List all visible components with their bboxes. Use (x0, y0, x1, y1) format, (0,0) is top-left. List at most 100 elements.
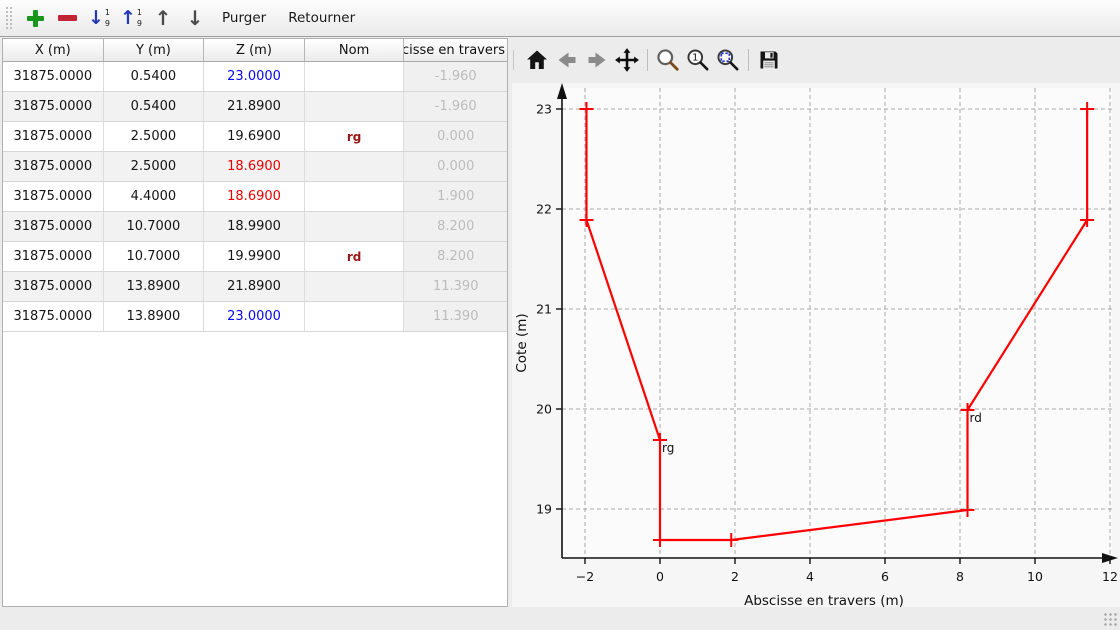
cell-x[interactable]: 31875.0000 (3, 272, 104, 302)
table-row: 31875.0000 0.5400 21.8900 -1.960 (3, 92, 508, 122)
point-label: rd (970, 411, 982, 425)
cell-nom[interactable] (304, 92, 405, 122)
cell-abscisse[interactable]: 11.390 (404, 302, 508, 332)
header-z[interactable]: Z (m) (204, 39, 305, 62)
svg-text:1: 1 (692, 53, 698, 64)
cell-x[interactable]: 31875.0000 (3, 212, 104, 242)
pan-button[interactable] (612, 43, 642, 77)
x-tick-label: 4 (806, 569, 814, 584)
cell-y[interactable]: 13.8900 (103, 302, 205, 332)
cell-x[interactable]: 31875.0000 (3, 302, 104, 332)
header-abscisse[interactable]: Abscisse en travers (404, 39, 507, 62)
cell-abscisse[interactable]: -1.960 (404, 92, 508, 122)
cell-x[interactable]: 31875.0000 (3, 152, 104, 182)
cell-abscisse[interactable]: 8.200 (404, 212, 508, 242)
save-button[interactable] (754, 43, 784, 77)
cell-z[interactable]: 23.0000 (204, 302, 305, 332)
plus-icon (26, 9, 44, 27)
cell-nom[interactable] (304, 272, 405, 302)
cell-nom[interactable] (304, 62, 405, 92)
zoom-one-icon: 1 (687, 49, 709, 71)
remove-row-button[interactable] (52, 3, 82, 33)
cell-z[interactable]: 21.8900 (204, 92, 305, 122)
y-axis-arrow-icon (557, 83, 567, 99)
cell-z[interactable]: 18.6900 (204, 152, 305, 182)
cell-abscisse[interactable]: -1.960 (404, 62, 508, 92)
cell-y[interactable]: 2.5000 (103, 152, 205, 182)
add-row-button[interactable] (20, 3, 50, 33)
zoom-original-button[interactable]: 1 (683, 43, 713, 77)
nav-toolbar-handle[interactable] (513, 50, 514, 70)
plot-nav-toolbar: 1 (513, 40, 1113, 80)
cell-y[interactable]: 0.5400 (103, 62, 205, 92)
move-up-button[interactable]: ↑ (148, 3, 178, 33)
x-tick-label: −2 (576, 569, 594, 584)
cell-x[interactable]: 31875.0000 (3, 242, 104, 272)
cell-z[interactable]: 18.6900 (204, 182, 305, 212)
cell-x[interactable]: 31875.0000 (3, 92, 104, 122)
table-row: 31875.0000 0.5400 23.0000 -1.960 (3, 62, 508, 92)
header-x[interactable]: X (m) (3, 39, 104, 62)
cell-y[interactable]: 0.5400 (103, 92, 205, 122)
back-button[interactable] (552, 43, 582, 77)
x-tick-label: 8 (956, 569, 964, 584)
cell-y[interactable]: 10.7000 (103, 212, 205, 242)
cell-x[interactable]: 31875.0000 (3, 122, 104, 152)
header-y[interactable]: Y (m) (103, 39, 205, 62)
cell-abscisse[interactable]: 0.000 (404, 152, 508, 182)
toolbar-separator (748, 49, 749, 71)
cell-z[interactable]: 23.0000 (204, 62, 305, 92)
header-nom[interactable]: Nom (304, 39, 405, 62)
plot-area (562, 88, 1112, 558)
zoom-rect-button[interactable] (713, 43, 743, 77)
minus-icon (57, 15, 77, 21)
y-tick-label: 21 (536, 302, 552, 317)
cell-y[interactable]: 4.4000 (103, 182, 205, 212)
retourner-button[interactable]: Retourner (288, 10, 356, 26)
profile-plot-canvas[interactable]: 19 20 21 22 23 −2 0 2 4 6 8 10 12 Abscisse en travers… (512, 83, 1120, 609)
table-row: 31875.0000 13.8900 21.8900 11.390 (3, 272, 508, 302)
table-row: 31875.0000 4.4000 18.6900 1.900 (3, 182, 508, 212)
cell-z[interactable]: 21.8900 (204, 272, 305, 302)
cell-abscisse[interactable]: 0.000 (404, 122, 508, 152)
down-arrow-icon: ↓ (186, 6, 204, 30)
cell-z[interactable]: 19.6900 (204, 122, 305, 152)
cell-z[interactable]: 19.9900 (204, 242, 305, 272)
cell-z[interactable]: 18.9900 (204, 212, 305, 242)
cell-abscisse[interactable]: 8.200 (404, 242, 508, 272)
purger-button[interactable]: Purger (222, 10, 267, 26)
cell-abscisse[interactable]: 11.390 (404, 272, 508, 302)
window-resize-grip[interactable] (1103, 612, 1117, 626)
cell-nom[interactable] (304, 152, 405, 182)
cell-nom[interactable] (304, 212, 405, 242)
toolbar-grip[interactable] (4, 5, 12, 31)
home-button[interactable] (522, 43, 552, 77)
table-header: X (m) Y (m) Z (m) Nom Abscisse en traver… (3, 39, 507, 62)
cell-nom[interactable]: rg (304, 122, 405, 152)
forward-button[interactable] (582, 43, 612, 77)
x-tick-label: 10 (1027, 569, 1043, 584)
cell-nom[interactable] (304, 302, 405, 332)
cell-abscisse[interactable]: 1.900 (404, 182, 508, 212)
home-icon (527, 50, 547, 69)
zoom-button[interactable] (653, 43, 683, 77)
save-floppy-icon (760, 51, 778, 69)
cell-x[interactable]: 31875.0000 (3, 182, 104, 212)
zoom-rect-icon (717, 49, 739, 71)
cell-nom[interactable] (304, 182, 405, 212)
cell-y[interactable]: 10.7000 (103, 242, 205, 272)
table-row: 31875.0000 10.7000 19.9900 rd 8.200 (3, 242, 508, 272)
up-arrow-icon: ↑ (154, 6, 172, 30)
cell-x[interactable]: 31875.0000 (3, 62, 104, 92)
cell-nom[interactable]: rd (304, 242, 405, 272)
cell-y[interactable]: 2.5000 (103, 122, 205, 152)
move-down-button[interactable]: ↓ (180, 3, 210, 33)
point-label: rg (662, 441, 674, 455)
cell-y[interactable]: 13.8900 (103, 272, 205, 302)
y-tick-label: 23 (536, 102, 552, 117)
forward-arrow-icon (588, 52, 606, 68)
